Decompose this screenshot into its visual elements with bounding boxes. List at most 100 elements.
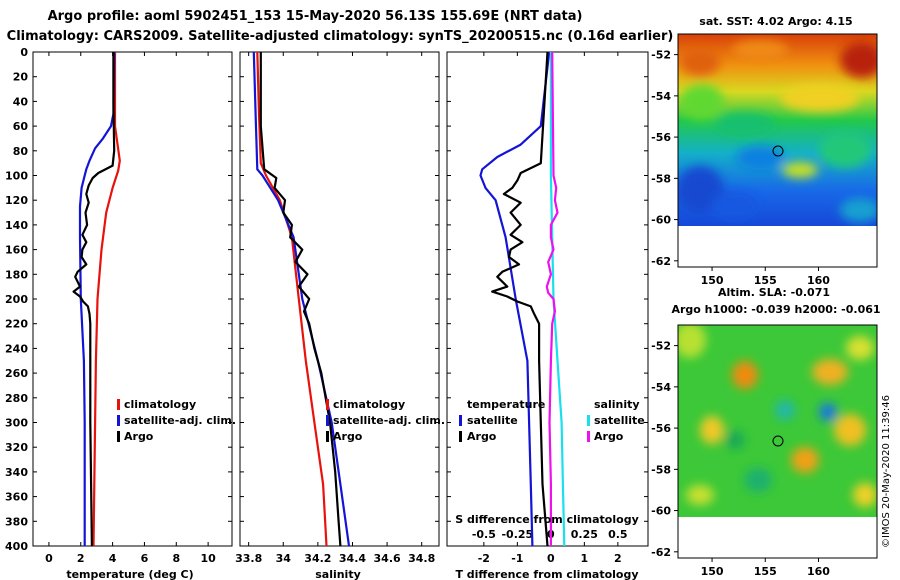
legend-satellite-swatch: [326, 415, 329, 426]
x-tick-label: 34.8: [408, 552, 435, 565]
legend-salinity-argo-swatch: [587, 431, 590, 442]
legend-argo-label: Argo: [124, 430, 154, 443]
series-line-climatology: [92, 52, 121, 546]
temperature-x-ticks: 0 2 4 6 8 10: [45, 52, 216, 565]
sla-map-image: [678, 325, 877, 558]
x-tick-label: 4: [109, 552, 117, 565]
x-tick-label: 8: [172, 552, 180, 565]
depth-tick-label: 40: [13, 95, 29, 108]
top-tick-label: 0.25: [571, 528, 598, 541]
depth-tick-label: 140: [5, 219, 28, 232]
x-tick-label: 33.8: [235, 552, 262, 565]
sst-map-frame: [677, 33, 878, 268]
series-line-temperature-satellite: [479, 52, 551, 546]
salinity-legend: climatology satellite-adj. clim. Argo: [326, 398, 445, 443]
legend-satellite-label: satellite-adj. clim.: [333, 414, 445, 427]
figure-title-line2: Climatology: CARS2009. Satellite-adjuste…: [7, 29, 674, 44]
salinity-series: [252, 52, 351, 546]
x-tick-label: 34: [276, 552, 292, 565]
map-x-tick-label: 160: [807, 565, 830, 578]
series-line-salinity-argo: [545, 52, 559, 546]
map-x-tick-label: 150: [701, 274, 724, 287]
legend-climatology-swatch: [326, 399, 329, 410]
map-y-tick-label: -62: [651, 255, 671, 268]
depth-tick-label: 220: [5, 318, 28, 331]
sst-map: sat. SST: 4.02 Argo: 4.15 -52-54-56-58-6: [651, 15, 878, 287]
map-y-tick-label: -56: [651, 422, 671, 435]
map-y-tick-label: -56: [651, 131, 671, 144]
sla-map-profile-marker: [772, 435, 784, 447]
series-line-climatology: [256, 52, 328, 546]
salinity-x-ticks: 33.8 34 34.2 34.4 34.6 34.8: [235, 52, 435, 565]
temperature-axes-frame: [32, 51, 233, 547]
difference-axes-frame: [446, 51, 649, 547]
legend-salinity-heading: salinity: [594, 398, 640, 411]
figure-title-line1: Argo profile: aoml 5902451_153 15-May-20…: [48, 9, 583, 24]
legend-salinity-satellite-swatch: [587, 415, 590, 426]
difference-salinity-legend: salinity satellite Argo: [587, 398, 645, 443]
map-y-tick-label: -54: [651, 381, 671, 394]
depth-tick-label: 200: [5, 293, 28, 306]
x-tick-label: 2: [614, 552, 622, 565]
x-tick-label: 0: [547, 552, 555, 565]
series-line-satellite-adj-clim-: [252, 52, 351, 546]
sst-map-title: sat. SST: 4.02 Argo: 4.15: [699, 15, 852, 28]
map-y-tick-label: -62: [651, 546, 671, 559]
map-x-tick-label: 155: [754, 565, 777, 578]
x-tick-label: 2: [77, 552, 85, 565]
temperature-legend: climatology satellite-adj. clim. Argo: [117, 398, 236, 443]
x-tick-label: 10: [200, 552, 216, 565]
depth-tick-label: 380: [5, 515, 28, 528]
series-line-salinity-satellite: [549, 52, 566, 546]
difference-xlabel: T difference from climatology: [455, 568, 638, 580]
x-tick-label: 34.4: [339, 552, 366, 565]
credit-label: ©IMOS 20-May-2020 11:39:46: [881, 395, 892, 548]
sla-map: Altim. SLA: -0.071 Argo h1000: -0.039 h2…: [651, 286, 880, 578]
depth-tick-label: 60: [13, 120, 29, 133]
sla-map-title-line1: Altim. SLA: -0.071: [718, 286, 830, 299]
temperature-series: [72, 52, 121, 546]
legend-temperature-argo-label: Argo: [467, 430, 497, 443]
depth-tick-label: 180: [5, 268, 28, 281]
legend-temperature-satellite-swatch: [459, 415, 462, 426]
difference-top-axis-label: S difference from climatology: [455, 513, 639, 526]
map-y-tick-label: -58: [651, 172, 671, 185]
depth-tick-label: 80: [13, 145, 29, 158]
series-line-argo: [72, 52, 116, 546]
map-x-tick-label: 155: [754, 274, 777, 287]
sla-map-frame: [677, 324, 878, 559]
x-tick-label: 34.2: [304, 552, 331, 565]
legend-argo-swatch: [117, 431, 120, 442]
legend-climatology-swatch: [117, 399, 120, 410]
depth-tick-label: 0: [20, 46, 28, 59]
sst-map-profile-marker: [772, 145, 784, 157]
series-line-argo: [259, 52, 342, 546]
x-tick-label: 1: [581, 552, 589, 565]
difference-x-ticks: -2 -1 0 1 2: [478, 52, 622, 565]
legend-argo-label: Argo: [333, 430, 363, 443]
x-tick-label: 34.6: [374, 552, 401, 565]
legend-temperature-satellite-label: satellite: [467, 414, 518, 427]
sla-map-x-ticks: 150 155 160: [701, 558, 830, 578]
difference-series: [479, 52, 566, 546]
series-line-temperature-argo: [491, 52, 549, 546]
map-y-tick-label: -60: [651, 214, 671, 227]
x-tick-label: -1: [511, 552, 523, 565]
sst-map-x-ticks: 150 155 160: [701, 267, 830, 287]
map-x-tick-label: 160: [807, 274, 830, 287]
sst-map-image: [678, 34, 877, 267]
depth-tick-label: 320: [5, 441, 28, 454]
legend-satellite-label: satellite-adj. clim.: [124, 414, 236, 427]
legend-climatology-label: climatology: [333, 398, 405, 411]
legend-temperature-heading: temperature: [467, 398, 545, 411]
depth-tick-label: 100: [5, 170, 28, 183]
depth-tick-label: 20: [13, 71, 29, 84]
legend-salinity-argo-label: Argo: [594, 430, 624, 443]
difference-temperature-legend: temperature satellite Argo: [459, 398, 545, 443]
series-line-satellite-adj-clim-: [78, 52, 116, 546]
depth-tick-label: 300: [5, 417, 28, 430]
map-x-tick-label: 150: [701, 565, 724, 578]
legend-temperature-argo-swatch: [459, 431, 462, 442]
legend-salinity-satellite-label: satellite: [594, 414, 645, 427]
map-y-tick-label: -60: [651, 505, 671, 518]
